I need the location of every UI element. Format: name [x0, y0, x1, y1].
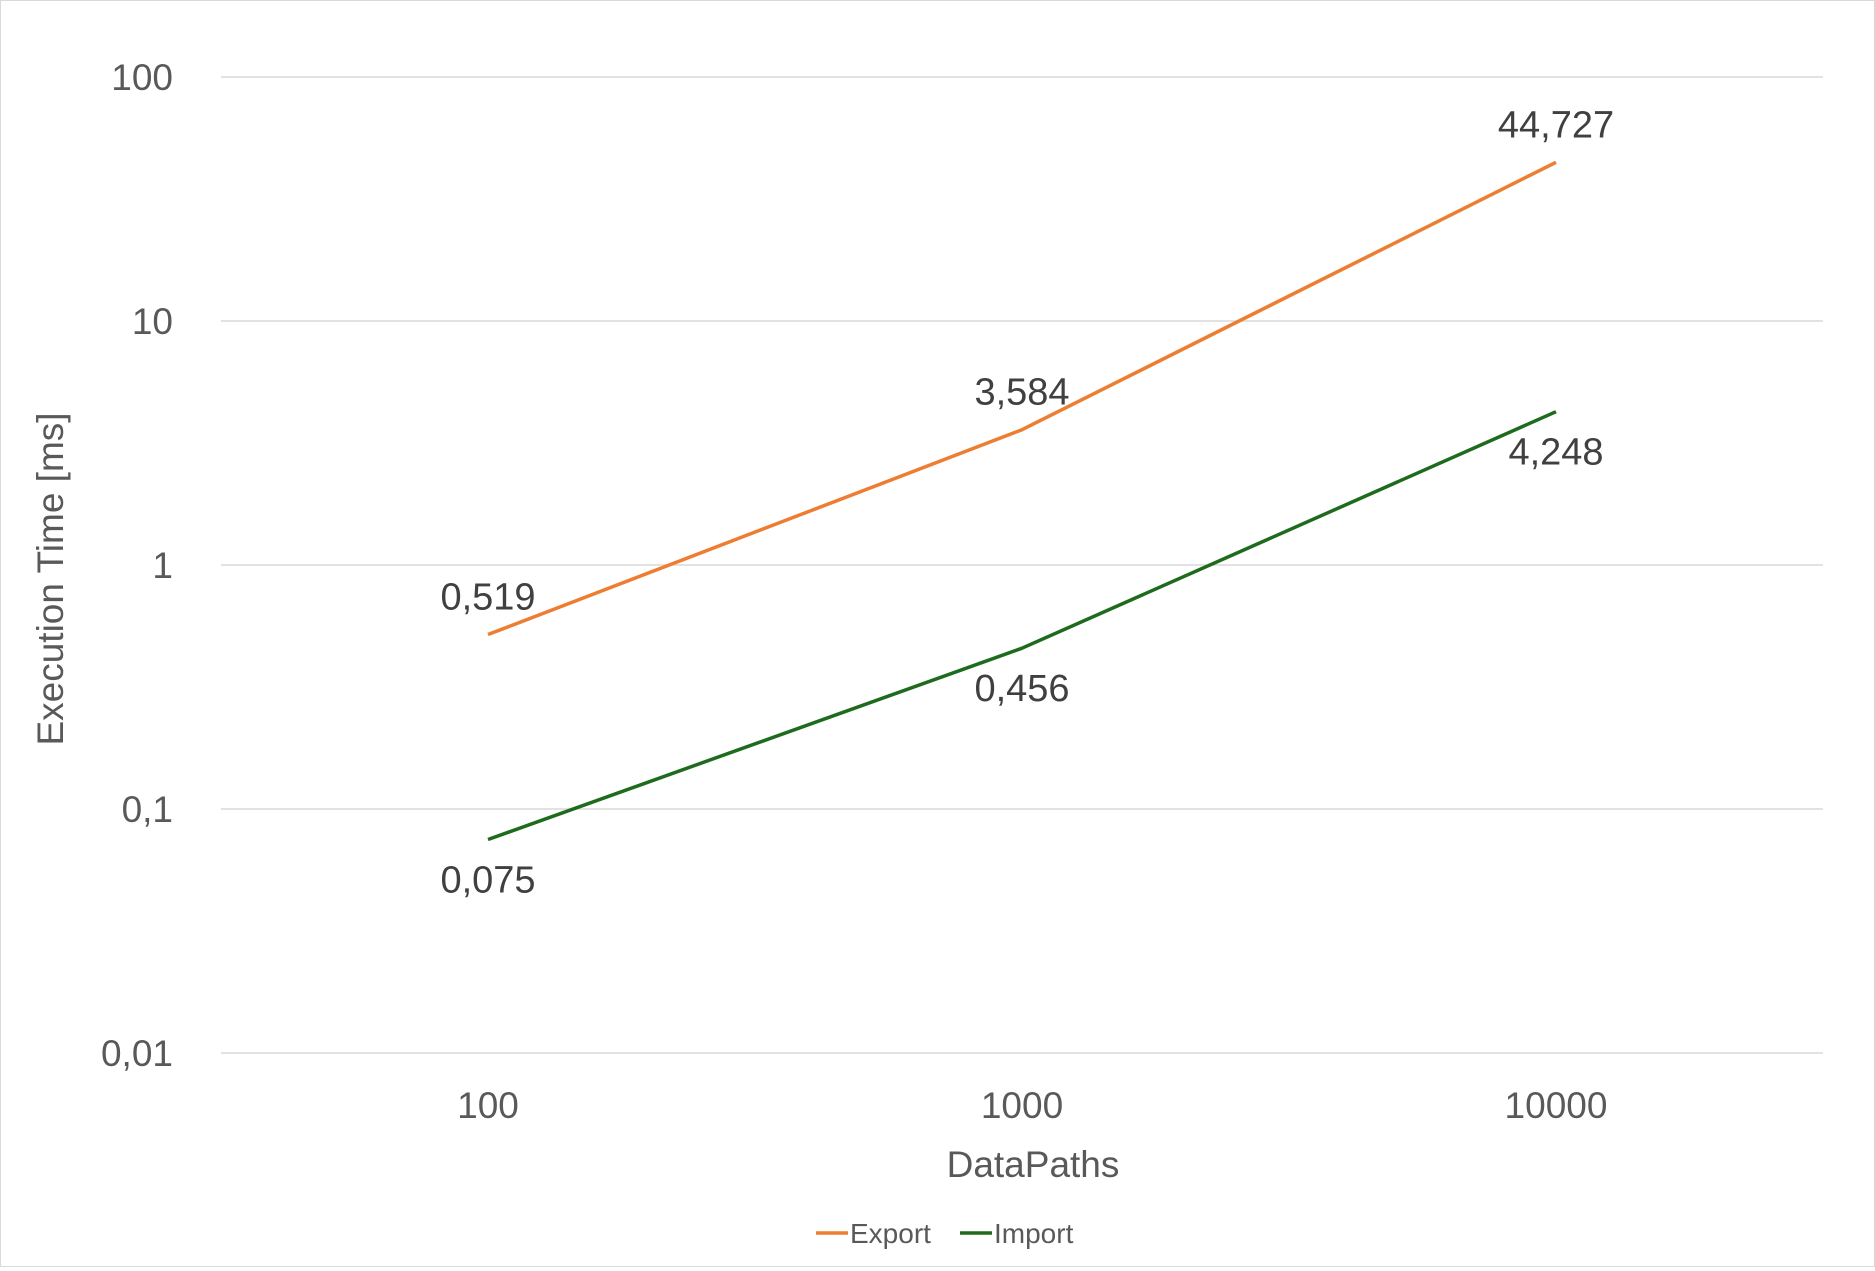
series-line-export — [487, 160, 1557, 637]
series-line-import — [487, 410, 1557, 842]
data-labels: 0,519 3,584 44,727 0,075 0,456 4,248 — [440, 104, 1614, 901]
y-tick-label: 0,1 — [122, 789, 173, 830]
y-axis-title: Execution Time [ms] — [30, 412, 71, 745]
legend: Export Import — [816, 1218, 1074, 1249]
y-axis-tick-labels: 100 10 1 0,1 0,01 — [101, 57, 173, 1074]
x-tick-label: 100 — [457, 1085, 519, 1126]
x-tick-label: 1000 — [981, 1085, 1063, 1126]
y-tick-label: 100 — [111, 57, 173, 98]
x-axis-tick-labels: 100 1000 10000 — [457, 1085, 1607, 1126]
legend-entry: Export — [850, 1218, 931, 1249]
y-tick-label: 1 — [152, 545, 173, 586]
gridlines — [221, 76, 1823, 1054]
series-lines — [487, 160, 1557, 842]
y-tick-label: 0,01 — [101, 1033, 173, 1074]
data-label: 3,584 — [974, 372, 1069, 414]
data-label: 0,519 — [440, 576, 535, 618]
data-label: 0,075 — [440, 859, 535, 901]
data-label: 4,248 — [1508, 432, 1603, 474]
legend-entry: Import — [994, 1218, 1074, 1249]
data-label: 44,727 — [1498, 104, 1614, 146]
data-label: 0,456 — [974, 668, 1069, 710]
y-tick-label: 10 — [132, 301, 173, 342]
x-tick-label: 10000 — [1505, 1085, 1608, 1126]
x-axis-title: DataPaths — [947, 1144, 1120, 1185]
